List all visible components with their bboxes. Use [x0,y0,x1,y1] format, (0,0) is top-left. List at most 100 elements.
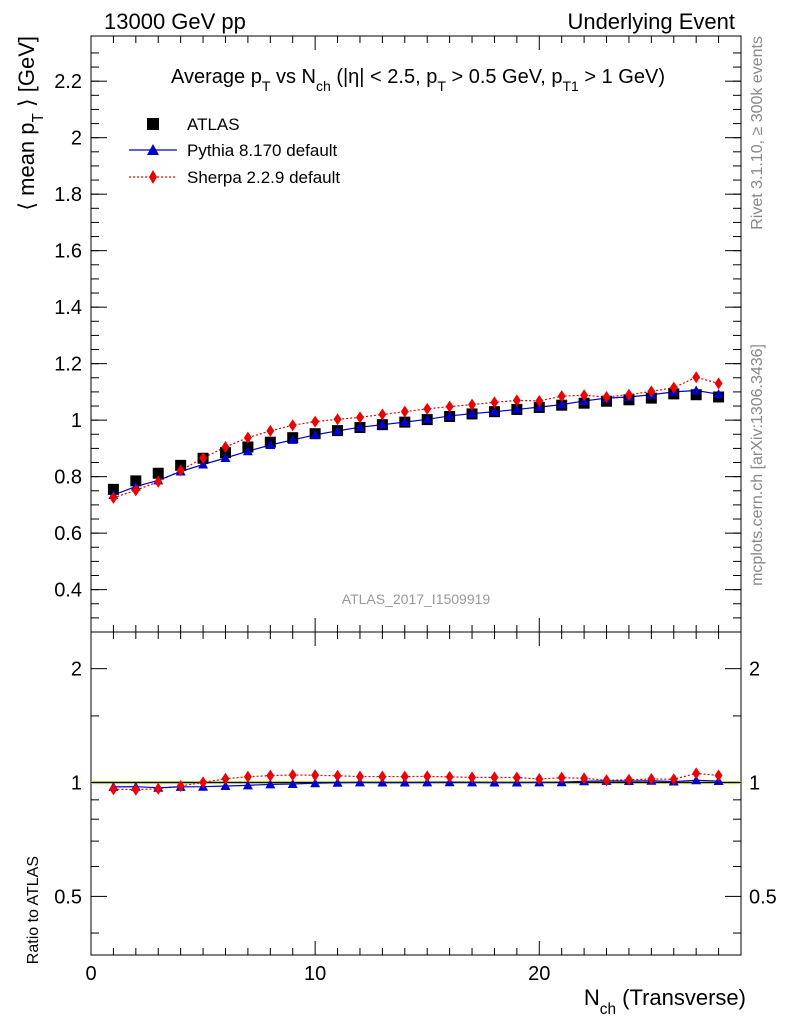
legend-label: ATLAS [187,115,240,134]
pythia-point [265,440,276,450]
y-tick-label: 2 [71,128,82,150]
y-tick-label: 1.4 [54,297,82,319]
ratio-sherpa-point [400,770,409,783]
legend-atlas-marker [147,118,159,130]
sherpa-point [154,475,163,488]
sherpa-point [131,484,140,497]
ratio-y-axis-label: Ratio to ATLAS [25,856,42,964]
sherpa-point [512,394,521,407]
sherpa-point [535,394,544,407]
sherpa-point [109,491,118,504]
pythia-point [242,446,253,456]
ratio-sherpa-point [131,783,140,796]
legend-label: Pythia 8.170 default [187,141,338,160]
ratio-sherpa-point [109,783,118,796]
sherpa-point [557,390,566,403]
y-tick-label: 0.4 [54,580,82,602]
header-right: Underlying Event [567,9,735,34]
plot-frame [90,631,742,956]
y-tick-label-right: 0.5 [749,886,777,908]
y-tick-label: 1 [71,410,82,432]
y-tick-label: 0.5 [54,886,82,908]
pythia-point [310,429,321,439]
ratio-sherpa-point [647,772,656,785]
ratio-sherpa-point [445,770,454,783]
pythia-point [220,453,231,463]
ratio-sherpa-point [266,769,275,782]
ratio-pythia-point [242,780,253,790]
pythia-point [489,406,500,416]
atlas-point [107,483,119,495]
ratio-sherpa-point [535,772,544,785]
x-tick-label: 10 [304,963,326,985]
ratio-sherpa-point [176,780,185,793]
chart-title: Average pT vs Nch (|η| < 2.5, pT > 0.5 G… [171,66,665,94]
ratio-sherpa-point [311,769,320,782]
pythia-point [556,399,567,409]
sherpa-point [714,377,723,390]
ratio-pythia-line [113,779,719,789]
ratio-sherpa-point [557,771,566,784]
sherpa-line [113,376,719,499]
atlas-point [152,467,164,479]
analysis-watermark: ATLAS_2017_I1509919 [342,591,491,607]
sherpa-point [692,371,701,384]
sherpa-point [602,390,611,403]
ratio-sherpa-point [221,772,230,785]
ratio-sherpa-point [468,771,477,784]
y-tick-label: 1.6 [54,241,82,263]
y-tick-label: 0.8 [54,467,82,489]
pythia-point [422,414,433,424]
sherpa-point [647,385,656,398]
sherpa-point [445,400,454,413]
ratio-pythia-point [310,778,321,788]
y-tick-label: 1.8 [54,184,82,206]
x-tick-label: 20 [528,963,550,985]
legend-pythia-marker [147,144,159,155]
atlas-point [130,475,142,487]
pythia-point [691,385,702,395]
main-panel: 0.4 0.6 0.8 1 1.2 1.4 1.6 1.8 2 2.2 ATLAS Pythia 8.… [54,35,742,633]
main-y-axis-label: ⟨ mean pT ⟩ [GeV] [14,36,47,211]
ratio-sherpa-line [113,772,719,791]
mcplots-label: mcplots.cern.ch [arXiv:1306.3436] [749,344,766,586]
sherpa-point [355,411,364,424]
ratio-pythia-point [265,779,276,789]
legend-label: Sherpa 2.2.9 default [187,168,340,187]
sherpa-point [400,405,409,418]
ratio-sherpa-point [512,771,521,784]
ratio-sherpa-point [355,770,364,783]
sherpa-point [378,408,387,421]
y-tick-label: 2 [71,659,82,681]
ratio-pythia-point [691,775,702,785]
sherpa-point [199,452,208,465]
sherpa-point [468,398,477,411]
ratio-pythia-point [220,781,231,791]
sherpa-point [288,419,297,432]
rivet-label: Rivet 3.1.10, ≥ 300k events [749,36,766,230]
ratio-sherpa-point [154,782,163,795]
ratio-sherpa-point [423,770,432,783]
sherpa-point [266,424,275,437]
pythia-point [377,419,388,429]
sherpa-point [490,396,499,409]
pythia-point [399,417,410,427]
pythia-line [113,389,719,496]
ratio-sherpa-point [333,769,342,782]
pythia-point [287,434,298,444]
sherpa-point [624,388,633,401]
ratio-sherpa-point [580,772,589,785]
ratio-pythia-point [287,779,298,789]
x-axis-label: Nch (Transverse) [584,985,746,1018]
atlas-point [690,389,702,401]
ratio-sherpa-point [602,774,611,787]
ratio-sherpa-point [199,776,208,789]
pythia-point [467,408,478,418]
sherpa-point [669,381,678,394]
pythia-point [354,422,365,432]
ratio-sherpa-point [624,773,633,786]
sherpa-point [333,413,342,426]
pythia-point [511,404,522,414]
y-tick-label-right: 1 [749,773,760,795]
